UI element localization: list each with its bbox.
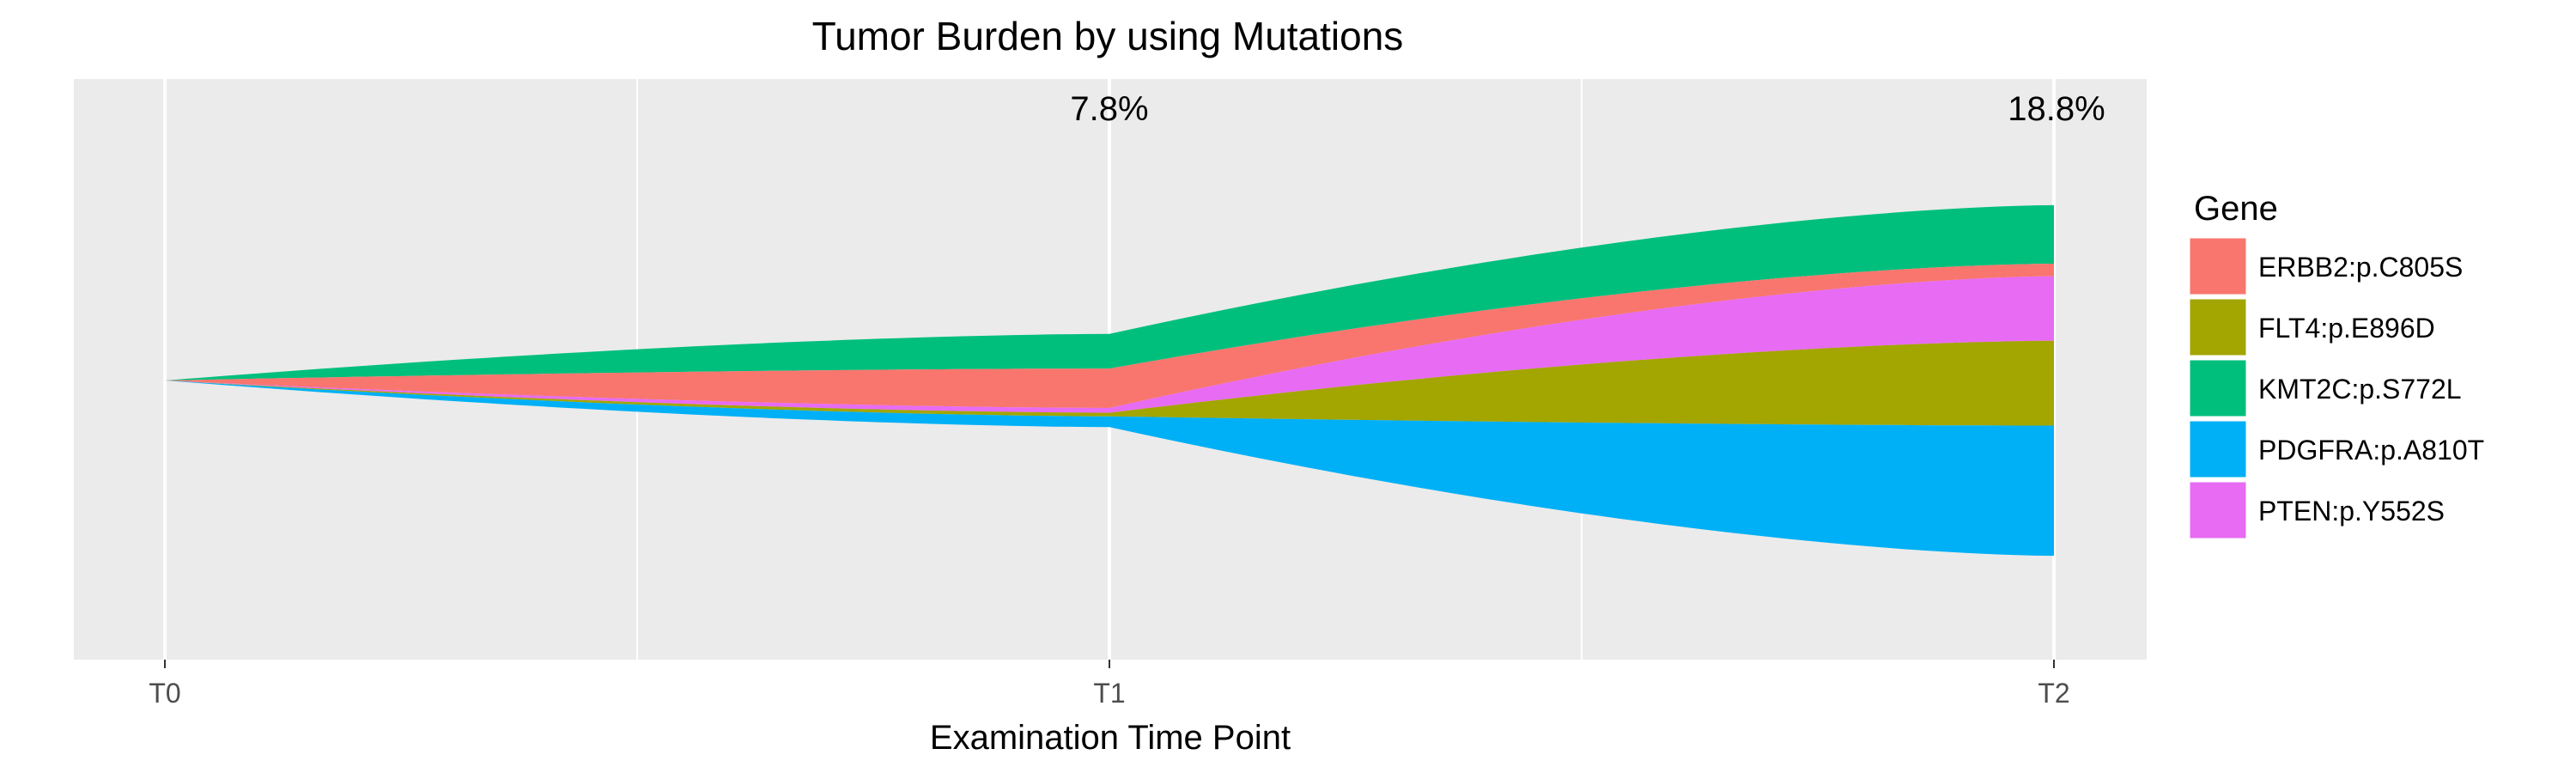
area-pdgfra-p-a810t [165, 380, 2054, 557]
legend-key-pten-p-y552s [2187, 479, 2249, 541]
legend-key-pdgfra-p-a810t [2187, 418, 2249, 480]
annotation-T1: 7.8% [1070, 90, 1148, 128]
area-erbb2-p-c805s [165, 264, 2054, 408]
legend: Gene ERBB2:p.C805S FLT4:p.E896D KMT2C:p.S7… [2187, 190, 2484, 541]
legend-label-erbb2-p-c805s: ERBB2:p.C805S [2258, 252, 2463, 283]
x-tick-T2: T2 [2038, 678, 2069, 709]
area-flt4-p-e896d [165, 340, 2054, 426]
annotations: 7.8% 18.8% [1070, 90, 2105, 128]
legend-label-pdgfra-p-a810t: PDGFRA:p.A810T [2258, 435, 2484, 466]
stream-areas [165, 204, 2054, 557]
x-tick-T1: T1 [1093, 678, 1125, 709]
x-axis: T0 T1 T2 [149, 660, 2070, 709]
annotation-T2: 18.8% [2008, 90, 2105, 128]
legend-label-pten-p-y552s: PTEN:p.Y552S [2258, 496, 2445, 526]
legend-title: Gene [2194, 190, 2278, 228]
x-axis-label: Examination Time Point [930, 719, 1291, 757]
legend-key-erbb2-p-c805s [2187, 235, 2249, 297]
chart-title: Tumor Burden by using Mutations [812, 14, 1404, 58]
legend-label-flt4-p-e896d: FLT4:p.E896D [2258, 313, 2435, 344]
legend-label-kmt2c-p-s772l: KMT2C:p.S772L [2258, 374, 2462, 405]
legend-key-flt4-p-e896d [2187, 296, 2249, 358]
area-pten-p-y552s [165, 276, 2054, 413]
area-kmt2c-p-s772l [165, 204, 2054, 380]
x-tick-T0: T0 [149, 678, 180, 709]
legend-key-kmt2c-p-s772l [2187, 357, 2249, 419]
